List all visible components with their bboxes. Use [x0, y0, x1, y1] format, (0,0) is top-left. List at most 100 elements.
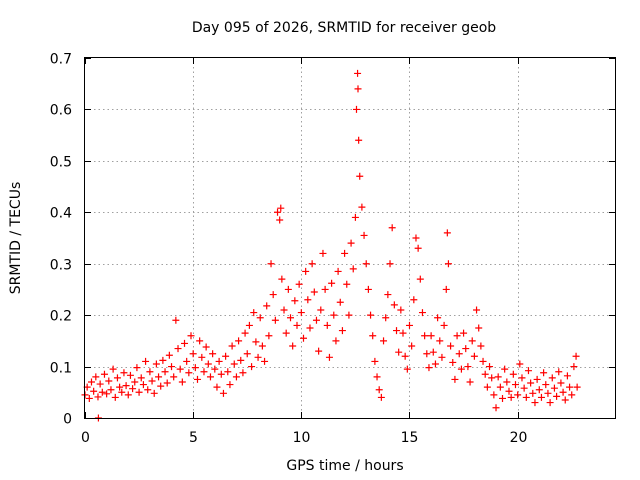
- data-point: [226, 381, 234, 389]
- y-tick-label: 0.5: [50, 155, 72, 171]
- data-point: [355, 136, 363, 144]
- data-point: [146, 368, 154, 376]
- data-point: [248, 363, 256, 371]
- plot-frame: [84, 57, 616, 419]
- data-point: [373, 373, 381, 381]
- data-point: [107, 386, 115, 394]
- data-point: [514, 391, 522, 399]
- data-point: [438, 353, 446, 361]
- data-point: [213, 383, 221, 391]
- data-point: [496, 383, 504, 391]
- data-point: [468, 337, 476, 345]
- data-point: [546, 399, 554, 407]
- data-point: [196, 337, 204, 345]
- data-point: [85, 394, 93, 402]
- data-point: [414, 244, 422, 252]
- data-point: [150, 389, 158, 397]
- data-point: [267, 260, 275, 268]
- data-point: [443, 229, 451, 237]
- data-point: [466, 378, 474, 386]
- data-point: [163, 379, 171, 387]
- data-point: [235, 337, 243, 345]
- data-point: [282, 329, 290, 337]
- data-point: [464, 363, 472, 371]
- data-point: [237, 356, 245, 364]
- data-point: [252, 338, 260, 346]
- data-point: [133, 364, 141, 372]
- chart-title: Day 095 of 2026, SRMTID for receiver geo…: [192, 20, 496, 36]
- data-point: [168, 363, 176, 371]
- data-point: [542, 381, 550, 389]
- data-point: [297, 309, 305, 317]
- data-point: [109, 365, 117, 373]
- data-point: [289, 342, 297, 350]
- data-point: [535, 386, 543, 394]
- data-point: [427, 332, 435, 340]
- data-point: [453, 332, 461, 340]
- data-point: [507, 393, 515, 401]
- data-point: [349, 265, 357, 273]
- data-point: [172, 316, 180, 324]
- data-point: [265, 332, 273, 340]
- data-point: [142, 357, 150, 365]
- data-point: [416, 275, 424, 283]
- data-point: [304, 296, 312, 304]
- data-point: [524, 367, 532, 375]
- data-point: [572, 352, 580, 360]
- data-point: [174, 345, 182, 353]
- data-point: [230, 360, 238, 368]
- data-point: [187, 332, 195, 340]
- data-point: [362, 260, 370, 268]
- data-point: [444, 260, 452, 268]
- data-point: [540, 369, 548, 377]
- x-tick-label: 10: [293, 430, 311, 446]
- data-point: [243, 350, 251, 358]
- axis-ticks: [85, 58, 615, 419]
- x-tick-label: 15: [401, 430, 419, 446]
- data-point: [302, 267, 310, 275]
- data-point: [155, 373, 163, 381]
- data-point: [451, 375, 459, 383]
- data-point: [124, 391, 132, 399]
- data-point: [358, 203, 366, 211]
- data-point: [200, 368, 208, 376]
- data-point: [457, 365, 465, 373]
- data-point: [323, 321, 331, 329]
- data-point: [455, 350, 463, 358]
- data-point: [380, 337, 388, 345]
- data-point: [280, 306, 288, 314]
- data-point: [330, 311, 338, 319]
- data-point: [152, 360, 160, 368]
- data-point: [299, 334, 307, 342]
- data-point: [462, 345, 470, 353]
- x-tick-label: 5: [189, 430, 198, 446]
- y-tick-label: 0.6: [50, 103, 72, 119]
- data-point: [386, 260, 394, 268]
- data-point: [137, 374, 145, 382]
- data-point: [356, 172, 364, 180]
- data-point: [202, 343, 210, 351]
- data-point: [181, 339, 189, 347]
- data-point: [470, 352, 478, 360]
- data-point: [388, 224, 396, 232]
- data-point: [321, 285, 329, 293]
- y-tick-label: 0.1: [50, 361, 72, 377]
- data-point: [563, 372, 571, 380]
- data-point: [295, 280, 303, 288]
- data-point: [306, 324, 314, 332]
- data-point: [371, 357, 379, 365]
- data-point: [490, 391, 498, 399]
- data-point: [390, 301, 398, 309]
- data-point: [293, 321, 301, 329]
- data-point: [483, 383, 491, 391]
- data-point: [131, 378, 139, 386]
- data-point: [343, 280, 351, 288]
- data-point: [559, 388, 567, 396]
- data-point: [550, 384, 558, 392]
- y-tick-labels: 0 0.1 0.2 0.3 0.4 0.5 0.6 0.7: [50, 52, 72, 428]
- data-point: [488, 374, 496, 382]
- y-tick-label: 0: [63, 412, 72, 428]
- data-point: [118, 388, 126, 396]
- data-point: [395, 348, 403, 356]
- data-point: [319, 249, 327, 257]
